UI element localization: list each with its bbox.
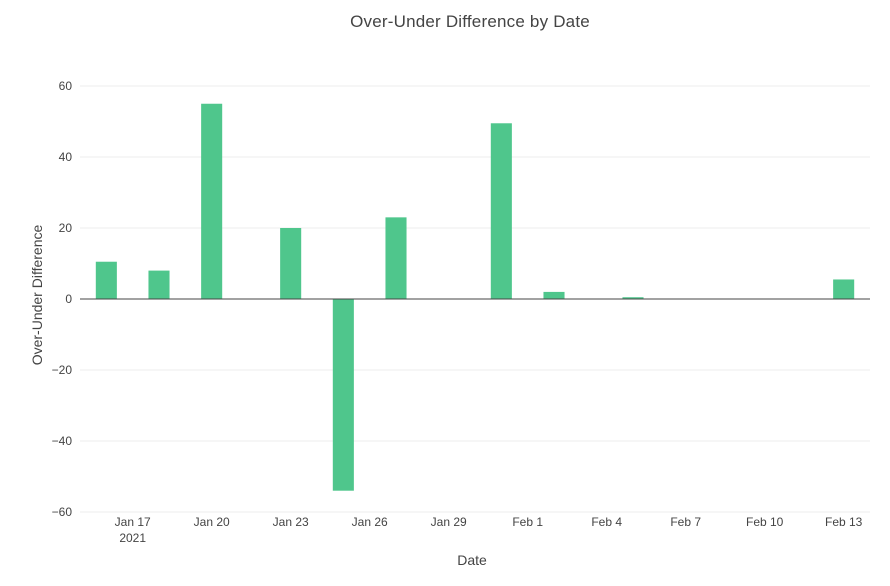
x-tick-sublabel: 2021 — [119, 531, 146, 545]
y-axis-title: Over-Under Difference — [29, 224, 45, 366]
bar — [622, 297, 644, 299]
bar — [833, 279, 855, 299]
bar — [280, 228, 302, 299]
y-tick-label: −40 — [52, 434, 73, 448]
x-tick-label: Jan 20 — [194, 515, 230, 529]
x-tick-label: Jan 29 — [431, 515, 467, 529]
y-tick-label: −20 — [52, 363, 73, 377]
x-tick-label: Feb 1 — [512, 515, 543, 529]
chart-title: Over-Under Difference by Date — [350, 12, 590, 31]
bar — [332, 299, 354, 491]
bar — [385, 217, 407, 299]
bar — [148, 270, 170, 299]
x-tick-label: Feb 13 — [825, 515, 863, 529]
x-tick-label: Jan 23 — [273, 515, 309, 529]
y-axis-ticks: 60 40 20 0 −20 −40 −60 — [52, 79, 73, 519]
x-axis-ticks: Jan 17 2021 Jan 20 Jan 23 Jan 26 Jan 29 Feb 1 F… — [115, 515, 863, 545]
x-tick-label: Jan 17 — [115, 515, 151, 529]
y-tick-label: 40 — [59, 150, 73, 164]
y-tick-label: 60 — [59, 79, 73, 93]
bars — [95, 103, 855, 491]
x-tick-label: Feb 4 — [591, 515, 622, 529]
x-tick-label: Feb 10 — [746, 515, 784, 529]
x-axis-title: Date — [457, 552, 487, 568]
bar — [543, 291, 565, 299]
x-tick-label: Feb 7 — [670, 515, 701, 529]
y-tick-label: 20 — [59, 221, 73, 235]
y-tick-label: −60 — [52, 505, 73, 519]
bar — [95, 261, 117, 299]
y-tick-label: 0 — [65, 292, 72, 306]
x-tick-label: Jan 26 — [352, 515, 388, 529]
gridlines — [80, 85, 870, 513]
bar — [490, 123, 512, 300]
bar — [201, 103, 223, 299]
